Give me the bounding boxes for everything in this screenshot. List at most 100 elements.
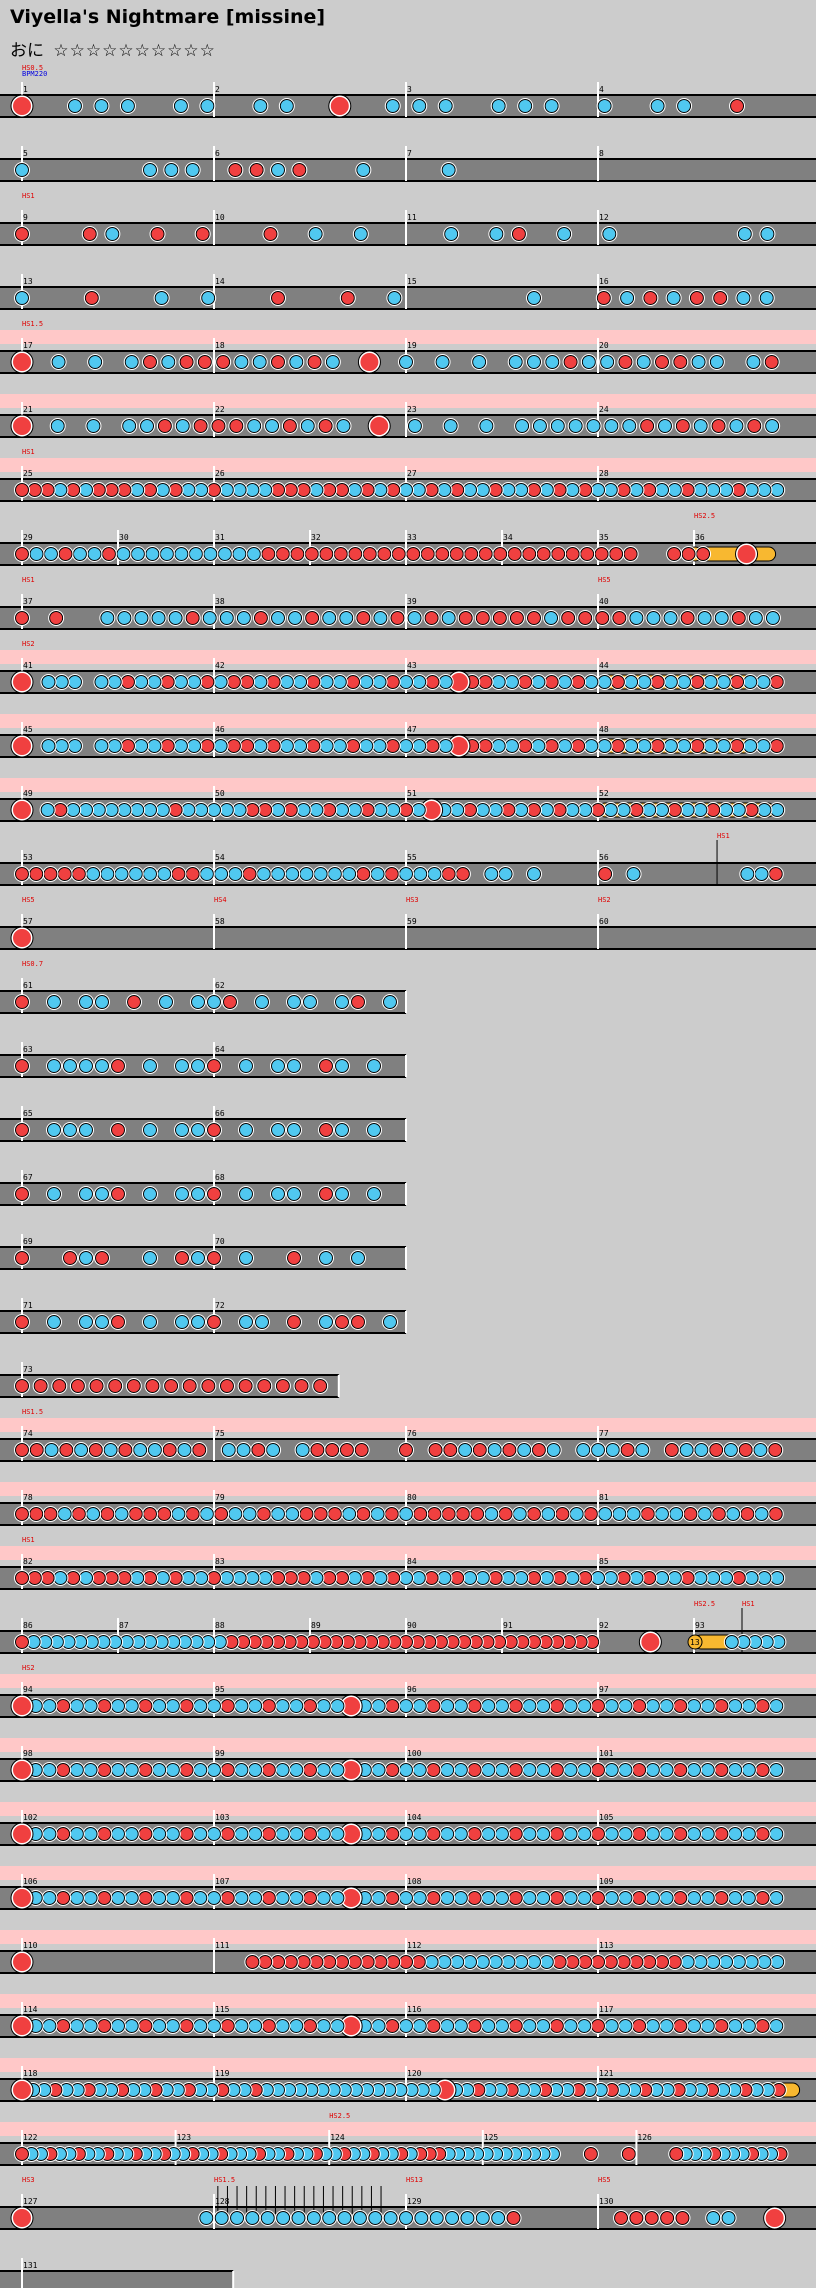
measure-number: 123: [177, 2133, 192, 2142]
measure-number: 63: [23, 1045, 33, 1054]
measure-number: 86: [23, 1621, 33, 1630]
don-note: [322, 803, 337, 817]
chart-row: 49 50 51 52: [0, 778, 816, 822]
ka-note: [624, 739, 639, 753]
ka-note: [275, 1827, 290, 1841]
ka-note: [769, 1763, 784, 1777]
don-note-outline: [14, 226, 30, 242]
ka-note: [441, 611, 456, 625]
don-note-outline: [14, 1058, 30, 1074]
ka-note: [714, 611, 729, 625]
ka-note: [719, 1571, 733, 1585]
don-note: [616, 1571, 631, 1585]
don-note: [15, 611, 29, 625]
ka-note-outline: [406, 610, 423, 626]
ka-note: [67, 99, 82, 113]
ka-note-outline: [621, 418, 638, 434]
don-note-outline: [270, 290, 286, 306]
ka-note: [412, 2019, 427, 2033]
measure-number: 92: [599, 1621, 609, 1630]
ka-note: [275, 1699, 290, 1713]
ka-note: [207, 2019, 221, 2033]
ka-note: [557, 675, 572, 689]
ka-note: [289, 1827, 304, 1841]
ka-note: [444, 227, 459, 241]
ka-note: [187, 675, 202, 689]
don-note: [360, 1571, 375, 1585]
ka-note: [740, 867, 755, 881]
ka-note: [66, 803, 81, 817]
don-note: [27, 483, 42, 497]
don-note: [356, 867, 371, 881]
ka-note-outline: [85, 418, 102, 434]
chart-row: 21 22 23 24: [0, 394, 816, 438]
don-note: [507, 547, 522, 561]
don-note: [261, 1891, 276, 1905]
ka-note: [645, 1891, 660, 1905]
ka-note: [563, 2019, 578, 2033]
don-note: [127, 995, 141, 1009]
ka-note: [373, 803, 388, 817]
ka-note: [248, 1891, 263, 1905]
ka-note-outline: [174, 1314, 190, 1330]
don-note-outline: [14, 994, 30, 1010]
don-note: [306, 675, 321, 689]
don-note: [464, 547, 479, 561]
don-note: [360, 483, 375, 497]
don-note: [424, 611, 439, 625]
ka-note: [604, 2019, 619, 2033]
don-note: [443, 1443, 458, 1457]
gogo-band: [0, 1738, 816, 1752]
don-note: [680, 1571, 695, 1585]
ka-note: [69, 1763, 84, 1777]
measure-number: 128: [215, 2197, 230, 2206]
ka-note: [154, 291, 169, 305]
ka-note: [356, 163, 371, 177]
don-note-outline: [14, 546, 30, 562]
ka-note: [372, 675, 387, 689]
measure-number: 28: [599, 469, 609, 478]
ka-note: [191, 1187, 205, 1201]
ka-note-outline: [517, 98, 534, 114]
measure-number: 85: [599, 1557, 609, 1566]
ka-note: [86, 867, 101, 881]
ka-note: [495, 2019, 509, 2033]
ka-note: [219, 611, 234, 625]
ka-note: [744, 1571, 759, 1585]
ka-note: [522, 1763, 537, 1777]
ka-note: [728, 2019, 743, 2033]
ka-note: [679, 1443, 694, 1457]
don-note: [475, 611, 490, 625]
ka-note: [143, 1059, 157, 1073]
ka-note: [122, 419, 137, 433]
ka-note-outline: [299, 418, 316, 434]
ka-note: [54, 675, 69, 689]
don-note: [551, 547, 566, 561]
ka-note: [165, 2019, 180, 2033]
ka-note: [518, 99, 533, 113]
don-note: [299, 1507, 314, 1521]
measure-number: 44: [599, 661, 609, 670]
ka-note-outline: [708, 354, 725, 370]
don-note: [207, 1059, 221, 1073]
ka-note: [191, 1251, 205, 1265]
don-note-outline: [262, 226, 279, 242]
measure-number: 115: [215, 2005, 230, 2014]
big-don-note: [12, 800, 32, 820]
ka-note-outline: [507, 354, 524, 370]
don-note: [29, 1507, 44, 1521]
measure-number: 84: [407, 1557, 417, 1566]
ka-note: [332, 675, 347, 689]
don-note: [667, 1955, 682, 1969]
ka-note: [44, 1443, 59, 1457]
don-note-outline: [654, 354, 670, 370]
don-note: [303, 1699, 317, 1713]
ka-note: [330, 1699, 345, 1713]
ka-note: [214, 867, 229, 881]
ka-note: [491, 99, 506, 113]
ka-note: [604, 1827, 619, 1841]
don-note: [384, 867, 399, 881]
don-note-outline: [318, 1058, 334, 1074]
ka-note: [399, 1763, 413, 1777]
